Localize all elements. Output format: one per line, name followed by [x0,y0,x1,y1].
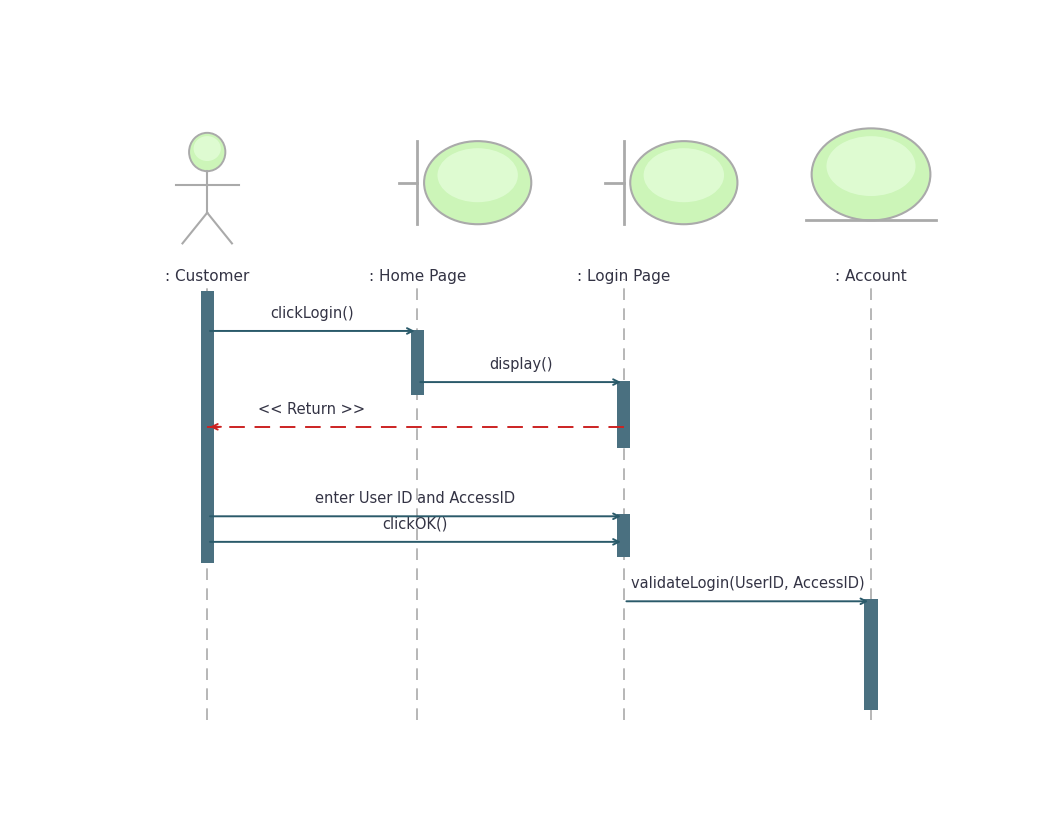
Ellipse shape [189,133,226,171]
Bar [411,330,425,395]
Text: clickOK(): clickOK() [383,516,448,532]
Text: : Login Page: : Login Page [577,269,670,284]
Text: : Customer: : Customer [165,269,249,284]
Ellipse shape [827,136,915,196]
Ellipse shape [425,141,531,224]
Text: << Return >>: << Return >> [257,402,365,417]
Bar [201,291,214,563]
Text: clickLogin(): clickLogin() [270,305,354,320]
Ellipse shape [437,149,518,203]
Text: : Home Page: : Home Page [369,269,466,284]
Bar [617,381,630,448]
Ellipse shape [630,141,737,224]
Text: enter User ID and AccessID: enter User ID and AccessID [315,491,515,506]
Ellipse shape [644,149,724,203]
Bar [617,514,630,557]
Text: validateLogin(UserID, AccessID): validateLogin(UserID, AccessID) [631,576,864,591]
Ellipse shape [194,136,221,161]
Ellipse shape [812,129,930,221]
Text: : Account: : Account [835,269,907,284]
Bar [864,599,878,710]
Text: display(): display() [488,357,552,372]
